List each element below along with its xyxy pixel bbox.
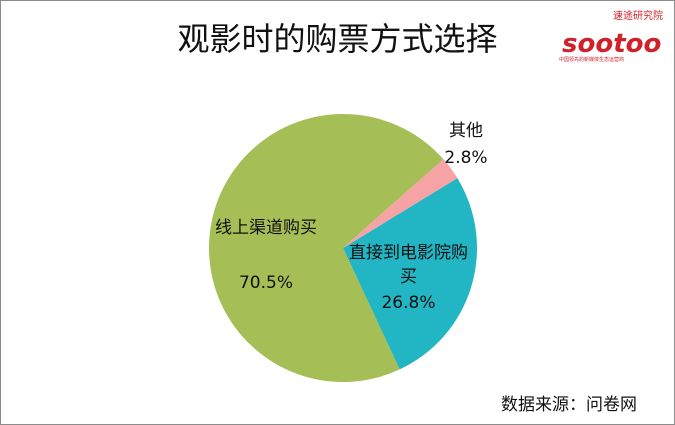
slice-label: 其他 bbox=[449, 121, 483, 141]
pie-slice bbox=[343, 159, 458, 248]
logo-name: 速途研究院 bbox=[613, 11, 663, 22]
pie-slice bbox=[343, 178, 477, 370]
value-label: 2.8% bbox=[444, 148, 488, 168]
chart-title: 观影时的购票方式选择 bbox=[177, 20, 498, 58]
slice-label: 线上渠道购买 bbox=[215, 218, 317, 238]
logo-brand: sootoo bbox=[562, 29, 662, 59]
value-label: 70.5% bbox=[238, 273, 293, 293]
slice-label: 直接到电影院购买 bbox=[349, 243, 468, 287]
source: 数据来源：问卷网 bbox=[501, 395, 637, 415]
logo-slogan: 中国领先的新媒体生态运营商 bbox=[559, 57, 625, 63]
value-label: 26.8% bbox=[381, 293, 436, 313]
pie-slice bbox=[208, 114, 444, 383]
